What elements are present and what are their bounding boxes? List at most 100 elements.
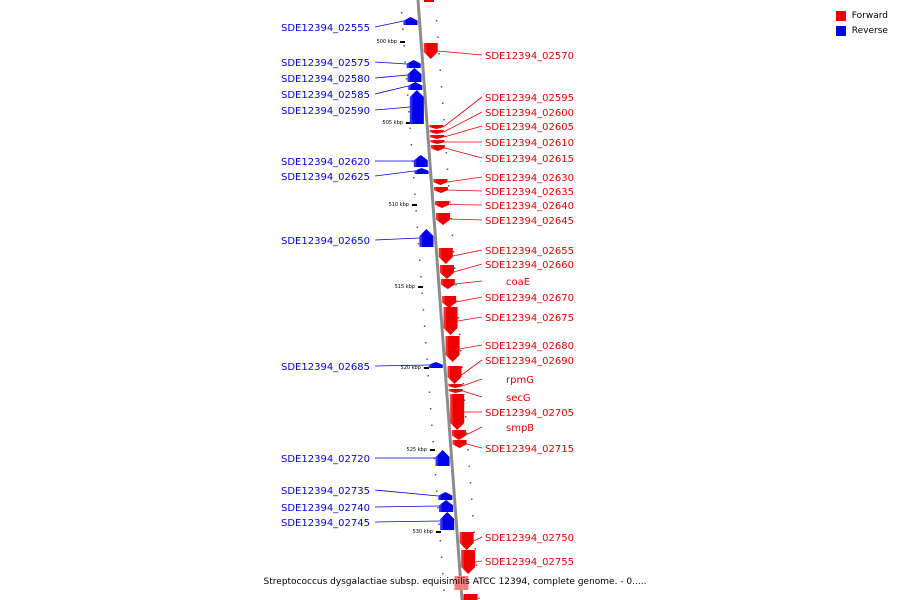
tick-dot xyxy=(412,177,415,179)
gene-label-reverse[interactable]: SDE12394_02745 xyxy=(281,518,370,529)
gene-label-forward[interactable]: SDE12394_02705 xyxy=(485,408,574,419)
gene-label-forward[interactable]: SDE12394_02570 xyxy=(485,51,574,62)
tick-dot xyxy=(449,201,451,203)
gene-arrow xyxy=(445,336,460,362)
gene-label-reverse[interactable]: SDE12394_02650 xyxy=(281,236,370,247)
gene-label-reverse[interactable]: SDE12394_02625 xyxy=(281,172,370,183)
gene-forward: SDE12394_02670 xyxy=(442,293,574,308)
tick-dot xyxy=(451,234,454,236)
gene-reverse: SDE12394_02585 xyxy=(281,82,423,101)
gene-leader-line xyxy=(456,296,483,303)
gene-arrow xyxy=(452,440,467,448)
scale-tick xyxy=(411,204,417,206)
gene-forward: SDE12394_02615 xyxy=(430,145,574,165)
tick-dot xyxy=(475,564,478,566)
gene-leader-line xyxy=(462,378,483,387)
forward-swatch xyxy=(835,10,846,21)
gene-label-reverse[interactable]: SDE12394_02585 xyxy=(281,90,370,101)
gene-arrow xyxy=(407,68,422,82)
gene-label-forward[interactable]: rpmG xyxy=(506,375,534,386)
tick-dot xyxy=(435,20,438,22)
gene-leader-line xyxy=(374,489,439,497)
gene-arrow-shade xyxy=(413,155,417,167)
gene-arrow xyxy=(406,60,421,68)
gene-arrow-shade xyxy=(409,90,413,124)
gene-forward: SDE12394_02640 xyxy=(434,201,574,212)
gene-reverse: SDE12394_02740 xyxy=(281,500,454,514)
gene-forward: SDE12394_02645 xyxy=(436,213,574,227)
gene-label-forward[interactable]: SDE12394_02680 xyxy=(485,341,574,352)
gene-arrow xyxy=(447,366,462,384)
gene-label-reverse[interactable]: SDE12394_02740 xyxy=(281,503,370,514)
gene-label-reverse[interactable]: SDE12394_02580 xyxy=(281,74,370,85)
gene-label-forward[interactable]: coaE xyxy=(506,277,530,288)
gene-label-forward[interactable]: SDE12394_02605 xyxy=(485,122,574,133)
genome-backbone xyxy=(416,0,464,600)
gene-arrow-shade xyxy=(429,130,433,134)
gene-reverse: SDE12394_02650 xyxy=(281,229,434,247)
gene-label-forward[interactable]: SDE12394_02750 xyxy=(485,533,574,544)
tick-dot xyxy=(445,152,448,154)
gene-leader-line xyxy=(374,20,404,28)
gene-arrow xyxy=(435,450,450,466)
gene-label-reverse[interactable]: SDE12394_02685 xyxy=(281,362,370,373)
gene-label-forward[interactable]: smpB xyxy=(506,423,534,434)
tick-dot xyxy=(423,325,426,327)
gene-arrow xyxy=(442,296,457,308)
tick-dot xyxy=(442,573,444,575)
gene-label-reverse[interactable]: SDE12394_02620 xyxy=(281,157,370,168)
gene-label-forward[interactable]: SDE12394_02635 xyxy=(485,187,574,198)
gene-label-forward[interactable]: SDE12394_02660 xyxy=(485,260,574,271)
gene-leader-line xyxy=(448,204,483,206)
gene-forward: coaE xyxy=(440,277,530,289)
gene-leader-line xyxy=(466,443,483,449)
gene-forward: SDE12394_02675 xyxy=(443,307,574,335)
gene-label-forward[interactable]: SDE12394_02755 xyxy=(485,557,574,568)
gene-arrow xyxy=(414,168,429,174)
tick-dot xyxy=(464,416,467,418)
gene-label-forward[interactable]: SDE12394_02690 xyxy=(485,356,574,367)
gene-label-forward[interactable]: secG xyxy=(506,393,531,404)
gene-forward: SDE12394_02595 xyxy=(429,93,574,129)
gene-leader-line xyxy=(374,61,407,65)
gene-label-forward[interactable]: SDE12394_02595 xyxy=(485,93,574,104)
tick-dot xyxy=(417,243,420,245)
gene-leader-line xyxy=(437,50,483,56)
gene-label-reverse[interactable]: SDE12394_02735 xyxy=(281,486,370,497)
gene-label-reverse[interactable]: SDE12394_02575 xyxy=(281,58,370,69)
gene-arrow xyxy=(430,135,445,139)
gene-arrow-shade xyxy=(442,296,445,308)
gene-arrow xyxy=(424,0,434,2)
gene-label-forward[interactable]: SDE12394_02675 xyxy=(485,313,574,324)
scale-tick xyxy=(417,286,423,288)
scale-label: 520 kbp xyxy=(401,365,421,371)
scale-tick xyxy=(435,531,441,533)
gene-arrow-shade xyxy=(440,512,443,530)
gene-label-forward[interactable]: SDE12394_02615 xyxy=(485,154,574,165)
gene-label-forward[interactable]: SDE12394_02670 xyxy=(485,293,574,304)
gene-reverse: SDE12394_02590 xyxy=(281,90,424,124)
gene-label-forward[interactable]: SDE12394_02715 xyxy=(485,444,574,455)
scale-label: 525 kbp xyxy=(407,447,427,453)
scale-tick xyxy=(400,41,406,43)
gene-reverse: SDE12394_02580 xyxy=(281,68,422,85)
gene-leader-line xyxy=(443,111,483,133)
legend-reverse: Reverse xyxy=(835,23,888,38)
gene-label-forward[interactable]: SDE12394_02600 xyxy=(485,108,574,119)
gene-arrow xyxy=(443,307,458,335)
tick-dot xyxy=(473,531,475,533)
gene-label-forward[interactable]: SDE12394_02645 xyxy=(485,216,574,227)
gene-label-forward[interactable]: SDE12394_02640 xyxy=(485,201,574,212)
gene-leader-line xyxy=(443,125,483,138)
tick-marks xyxy=(400,12,480,599)
tick-dot xyxy=(452,251,455,253)
gene-label-reverse[interactable]: SDE12394_02590 xyxy=(281,106,370,117)
genome-caption: Streptococcus dysgalactiae subsp. equisi… xyxy=(263,577,647,587)
gene-label-reverse[interactable]: SDE12394_02720 xyxy=(281,454,370,465)
gene-label-reverse[interactable]: SDE12394_02555 xyxy=(281,23,370,34)
gene-label-forward[interactable]: SDE12394_02630 xyxy=(485,173,574,184)
gene-label-forward[interactable]: SDE12394_02655 xyxy=(485,246,574,257)
scale-label: 510 kbp xyxy=(389,202,409,208)
tick-dot xyxy=(447,185,450,187)
gene-label-forward[interactable]: SDE12394_02610 xyxy=(485,138,574,149)
